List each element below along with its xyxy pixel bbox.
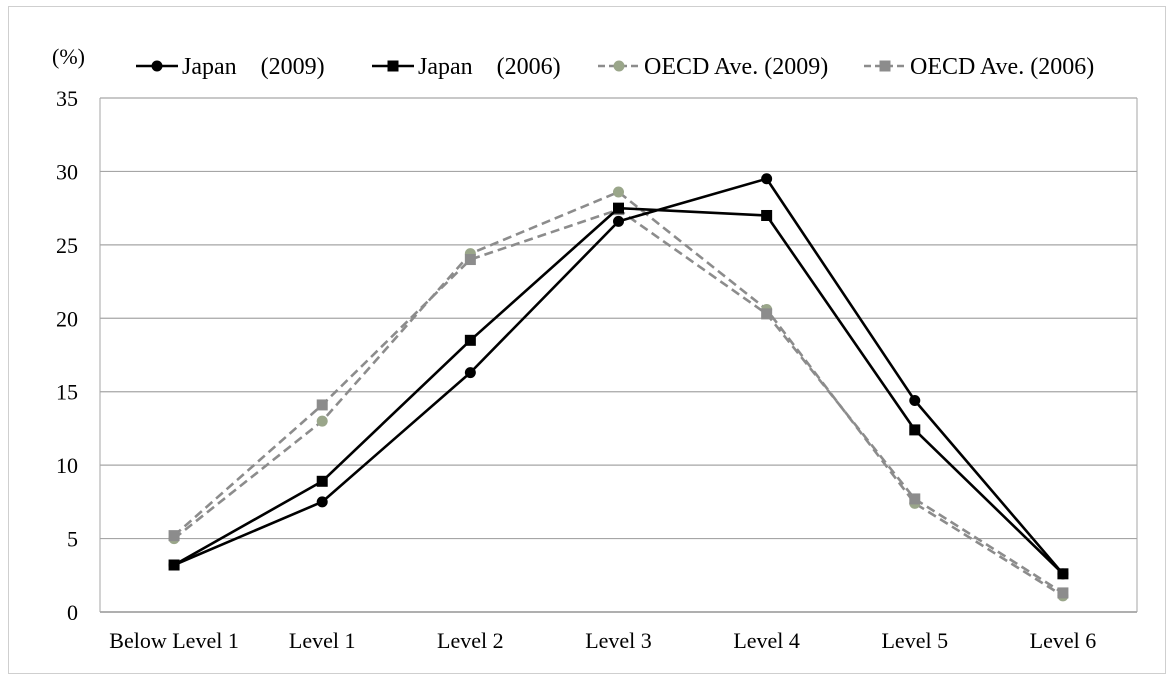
point-oecd-ave-2006-5 [909,493,921,505]
legend-label: OECD Ave. (2009) [644,54,828,80]
y-tick-label: 20 [56,306,78,331]
point-japan-2009-0 [168,559,180,571]
point-japan-2006-2 [464,334,476,346]
x-tick-label: Level 3 [585,628,652,653]
point-japan-2006-1 [316,475,328,487]
unit-label: (%) [52,44,85,69]
legend-item-oecd-ave-2009: OECD Ave. (2009) [598,54,828,80]
point-japan-2009-5 [909,395,921,407]
point-japan-2006-4 [761,209,773,221]
point-japan-2009-4 [761,173,773,185]
point-oecd-ave-2009-3 [613,186,624,198]
x-tick-label: Level 2 [437,628,504,653]
point-oecd-ave-2006-4 [761,308,773,320]
x-tick-label: Below Level 1 [109,628,239,653]
point-japan-2009-3 [613,215,624,227]
y-tick-label: 35 [56,86,78,111]
point-japan-2009-2 [464,367,476,379]
point-oecd-ave-2006-6 [1057,587,1069,599]
chart-frame [8,6,1166,674]
series-line-oecd-ave-2009 [173,190,1064,597]
point-japan-2009-6 [1057,568,1069,580]
point-legend-2 [613,60,625,72]
legend-item-japan-2009: Japan (2009) [136,54,325,80]
point-japan-2009-1 [316,496,328,508]
point-legend-3 [879,60,891,72]
grid-lines [99,97,1138,613]
series-japan-2006 [168,202,1069,580]
x-tick-label: Level 1 [289,628,356,653]
point-legend-1 [387,60,399,72]
series-group [168,173,1069,602]
x-axis-ticks: Below Level 1 Level 1 Level 2 Level 3 Level … [109,628,1096,653]
series-line-oecd-ave-2006 [173,208,1064,595]
y-axis-ticks: 0 5 10 15 20 25 30 35 [56,86,78,625]
x-tick-label: Level 4 [733,628,800,653]
series-japan-2009 [168,173,1069,580]
y-tick-label: 25 [56,233,78,258]
series-line-japan-2009 [173,177,1064,575]
point-oecd-ave-2006-2 [464,254,476,266]
point-oecd-ave-2006-1 [316,399,328,411]
legend: Japan (2009) Japan (2006) OECD Ave. (2009)… [136,54,1094,80]
x-tick-label: Level 5 [881,628,948,653]
y-tick-label: 30 [56,159,78,184]
series-oecd-ave-2006 [168,204,1069,599]
y-tick-label: 0 [67,600,78,625]
point-japan-2006-5 [909,424,921,436]
legend-label: Japan (2009) [182,54,325,80]
series-line-japan-2006 [173,206,1064,575]
y-tick-label: 5 [67,527,78,552]
point-japan-2006-3 [613,202,624,214]
point-legend-0 [151,60,163,72]
legend-item-japan-2006: Japan (2006) [372,54,561,80]
legend-label: OECD Ave. (2006) [910,54,1094,80]
x-tick-label: Level 6 [1030,628,1097,653]
y-tick-label: 15 [56,380,78,405]
y-tick-label: 10 [56,453,78,478]
legend-item-oecd-ave-2006: OECD Ave. (2006) [864,54,1094,80]
point-oecd-ave-2009-1 [316,415,328,427]
point-oecd-ave-2006-0 [168,530,180,542]
legend-label: Japan (2006) [418,54,561,80]
